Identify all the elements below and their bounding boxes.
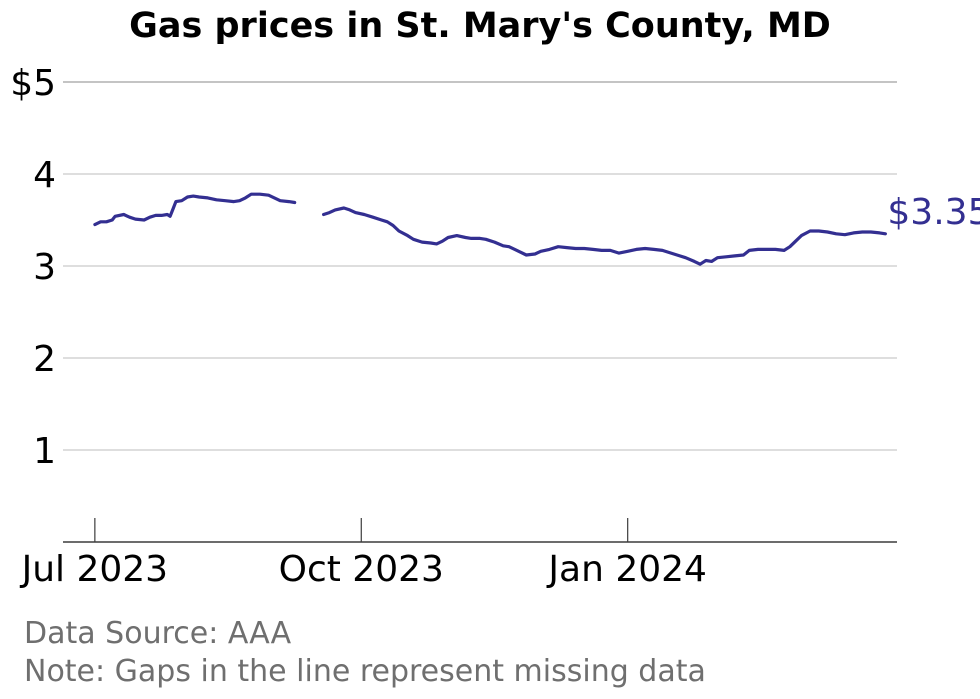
gap-note: Note: Gaps in the line represent missing… — [24, 654, 706, 689]
y-tick-label: 3 — [33, 247, 56, 288]
price-line-segment — [93, 192, 297, 227]
end-value-label: $3.35 — [887, 192, 980, 233]
price-line-segment — [322, 206, 887, 266]
y-axis-ticks: 1 2 3 4 $5 — [10, 63, 56, 472]
price-line — [93, 192, 887, 266]
y-tick-label: 2 — [33, 339, 56, 380]
data-source-note: Data Source: AAA — [24, 616, 292, 651]
y-tick-label: 1 — [33, 431, 56, 472]
y-tick-label: 4 — [33, 155, 56, 196]
y-tick-label: $5 — [10, 63, 56, 104]
line-chart: Gas prices in St. Mary's County, MD 1 2 3 4… — [10, 6, 980, 590]
x-axis-ticks: Jul 2023 Oct 2023 Jan 2024 — [20, 518, 707, 590]
x-tick-label: Jul 2023 — [20, 549, 169, 590]
chart-title: Gas prices in St. Mary's County, MD — [129, 6, 831, 46]
x-tick-label: Oct 2023 — [279, 549, 444, 590]
x-tick-label: Jan 2024 — [546, 549, 707, 590]
gridlines — [63, 81, 897, 451]
